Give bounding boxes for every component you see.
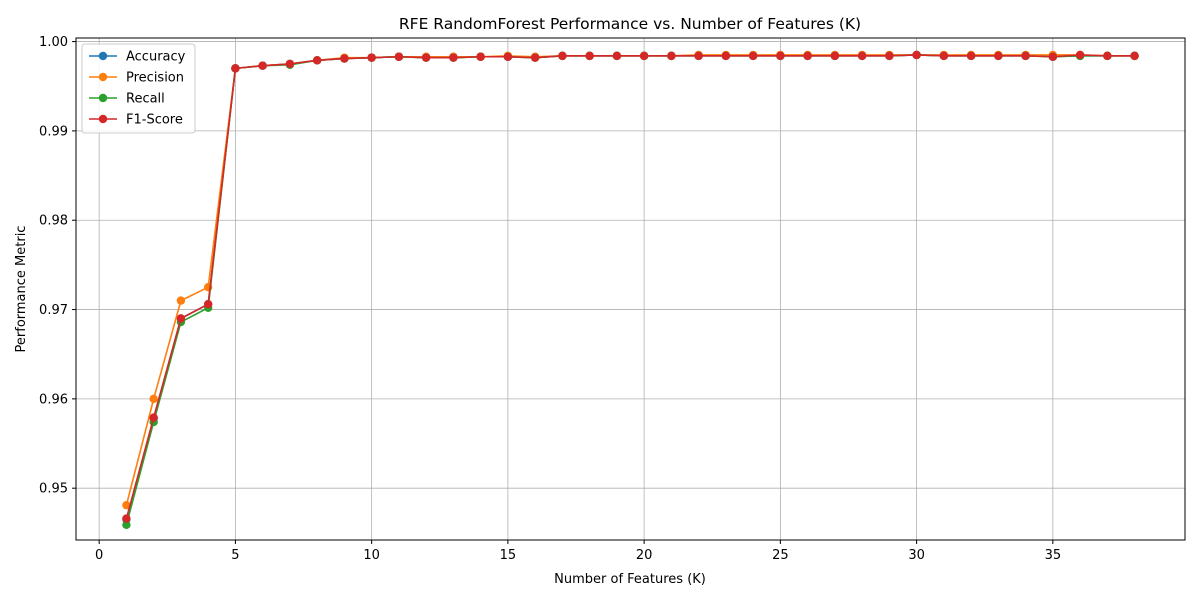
legend-item-accuracy: Accuracy (89, 50, 186, 65)
x-tick-label: 30 (908, 548, 925, 563)
data-point-f1-score (449, 53, 458, 62)
x-axis-label: Number of Features (K) (554, 572, 706, 587)
y-tick-label: 0.95 (39, 482, 68, 497)
legend-item-recall: Recall (89, 92, 165, 107)
x-tick-label: 25 (772, 548, 789, 563)
data-point-precision (149, 394, 158, 404)
x-tick-label: 10 (363, 548, 380, 563)
data-point-f1-score (1021, 51, 1030, 61)
legend-label: Accuracy (126, 50, 186, 65)
data-point-precision (176, 296, 186, 305)
data-point-f1-score (1075, 50, 1085, 60)
data-point-f1-score (530, 53, 540, 62)
data-point-f1-score (367, 53, 376, 62)
data-point-f1-score (1130, 51, 1139, 61)
series-f1-score (122, 50, 1139, 523)
legend-swatch-marker (98, 114, 108, 124)
data-point-f1-score (721, 51, 731, 61)
data-point-f1-score (694, 51, 703, 61)
legend-swatch-marker (98, 93, 108, 103)
data-point-f1-score (176, 314, 186, 323)
data-point-f1-score (803, 51, 812, 61)
data-point-f1-score (285, 59, 295, 69)
x-tick-label: 0 (95, 548, 103, 563)
data-point-f1-score (885, 51, 894, 61)
data-point-f1-score (122, 514, 131, 523)
data-point-f1-score (394, 52, 404, 61)
data-point-f1-score (503, 52, 513, 61)
data-point-f1-score (639, 51, 649, 61)
legend-item-f1-score: F1-Score (89, 113, 183, 128)
data-point-f1-score (939, 51, 949, 61)
data-point-f1-score (612, 51, 622, 61)
legend-item-precision: Precision (89, 71, 184, 86)
y-tick-label: 0.99 (39, 124, 68, 139)
x-axis-ticks: 0 5 10 15 20 25 30 35 (95, 540, 1061, 563)
data-point-f1-score (830, 51, 840, 61)
data-point-f1-score (1103, 51, 1112, 61)
y-tick-label: 0.98 (39, 214, 68, 229)
x-tick-label: 15 (500, 548, 517, 563)
y-tick-label: 0.97 (39, 303, 68, 318)
data-point-f1-score (994, 51, 1003, 61)
data-point-f1-score (421, 53, 431, 62)
data-point-f1-score (476, 52, 485, 61)
legend-box (81, 43, 196, 134)
data-point-f1-score (231, 64, 240, 73)
data-point-f1-score (258, 61, 267, 70)
data-point-f1-score (585, 51, 594, 61)
data-point-f1-score (340, 54, 349, 63)
data-point-recall (122, 520, 131, 530)
data-point-f1-score (558, 51, 567, 61)
legend-swatch-marker (98, 72, 108, 82)
data-point-f1-score (748, 51, 758, 61)
legend-label: F1-Score (126, 113, 183, 128)
y-tick-label: 0.96 (39, 392, 68, 407)
data-point-f1-score (312, 56, 322, 65)
data-point-f1-score (667, 51, 676, 61)
data-point-f1-score (857, 51, 867, 61)
data-point-f1-score (1048, 52, 1058, 61)
x-tick-label: 5 (231, 548, 239, 563)
legend-label: Precision (126, 71, 184, 86)
legend-label: Recall (126, 92, 165, 107)
x-tick-label: 35 (1045, 548, 1062, 563)
plot-area-frame (75, 37, 1186, 541)
grid-lines (76, 38, 1185, 540)
data-point-f1-score (203, 299, 213, 309)
y-axis-ticks: 0.95 0.96 0.97 0.98 0.99 1.00 (39, 35, 76, 497)
series-layer (122, 50, 1139, 530)
data-point-f1-score (776, 51, 785, 61)
series-line-f1-score (125, 54, 1135, 519)
data-point-f1-score (912, 50, 921, 60)
data-point-f1-score (966, 51, 976, 61)
chart-title: RFE RandomForest Performance vs. Number … (399, 15, 861, 33)
x-tick-label: 20 (636, 548, 653, 563)
legend-swatch-marker (98, 51, 108, 61)
data-point-f1-score (149, 413, 158, 422)
y-tick-label: 1.00 (39, 35, 68, 50)
y-axis-label: Performance Metric (14, 226, 29, 353)
legend: Accuracy Precision Recall F1-Score (81, 43, 196, 134)
data-point-precision (122, 500, 131, 510)
